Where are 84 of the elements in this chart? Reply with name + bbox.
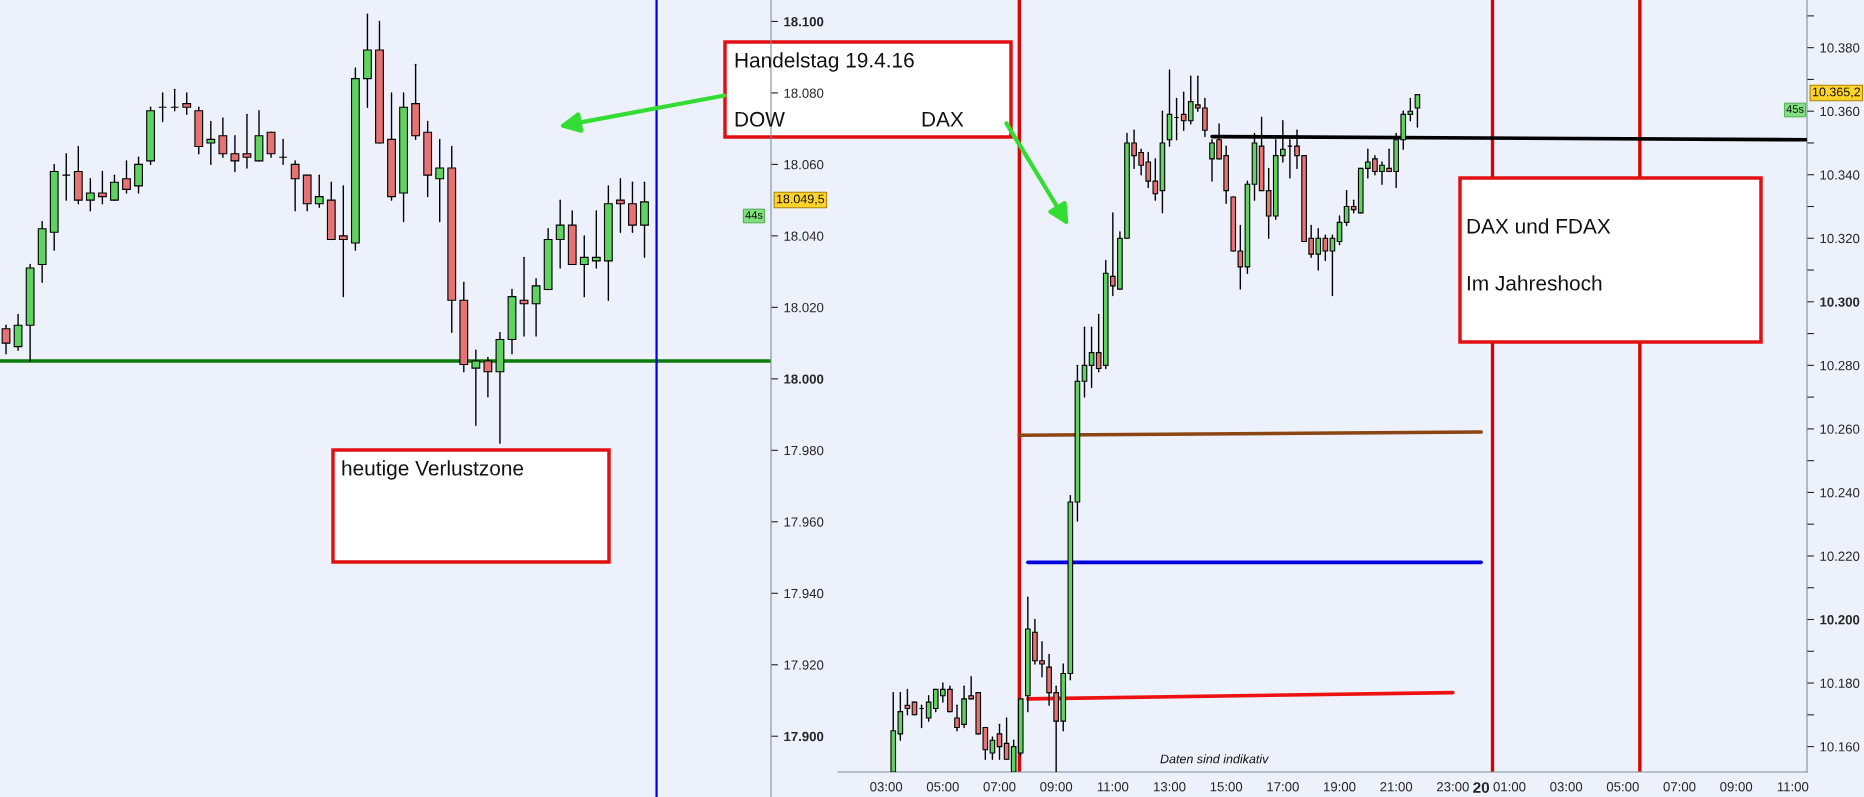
y-tick-label: 17.940 bbox=[784, 588, 824, 599]
candlestick bbox=[230, 135, 240, 173]
y-tick-label: 18.000 bbox=[784, 374, 824, 384]
x-tick-label: 09:00 bbox=[1720, 782, 1753, 792]
candlestick bbox=[435, 138, 445, 223]
candlestick bbox=[218, 117, 228, 158]
y-tick-label: 17.980 bbox=[784, 445, 824, 456]
candlestick bbox=[628, 181, 637, 234]
x-tick-label: 07:00 bbox=[983, 782, 1016, 792]
y-tick-label: 18.020 bbox=[784, 302, 824, 313]
y-tick-label: 18.080 bbox=[784, 88, 824, 98]
y-tick-label: 10.300 bbox=[1820, 297, 1860, 307]
text: 18.049,5 bbox=[776, 194, 825, 205]
candlestick bbox=[591, 210, 601, 269]
x-tick-label: 13:00 bbox=[1154, 782, 1186, 792]
x-tick-label: 03:00 bbox=[1550, 782, 1583, 792]
x-tick-label: 01:00 bbox=[1493, 782, 1526, 792]
candlestick bbox=[266, 131, 276, 158]
x-tick-label: 17:00 bbox=[1267, 782, 1299, 792]
y-tick-label: 18.040 bbox=[784, 231, 824, 241]
text: 10.365,2 bbox=[1812, 87, 1861, 98]
x-tick-label: 11:00 bbox=[1097, 782, 1129, 792]
x-tick-label: 21:00 bbox=[1380, 782, 1413, 792]
y-tick-label: 17.900 bbox=[784, 731, 824, 742]
annotation: DAX und FDAX bbox=[1467, 218, 1611, 234]
candlestick bbox=[1, 324, 11, 355]
y-tick-label: 10.340 bbox=[1820, 170, 1860, 180]
annotation: Im Jahreshoch bbox=[1467, 275, 1602, 291]
candlestick bbox=[290, 160, 300, 212]
candlestick bbox=[206, 120, 216, 166]
candlestick bbox=[1329, 234, 1336, 297]
x-tick-label: 11:00 bbox=[1777, 782, 1809, 792]
x-tick-label: 19:00 bbox=[1324, 782, 1356, 792]
annotation: Handelstag 19.4.16 bbox=[735, 52, 914, 72]
y-tick-label: 18.060 bbox=[784, 159, 824, 170]
candlestick bbox=[13, 313, 23, 351]
y-tick-label: 10.320 bbox=[1820, 233, 1860, 244]
annotation: heutige Verlustzone bbox=[342, 460, 524, 480]
x-tick-label: 23:00 bbox=[1436, 782, 1469, 792]
annotation: Daten sind indikativ bbox=[1160, 754, 1269, 764]
y-tick-label: 10.240 bbox=[1820, 488, 1860, 498]
candlestick bbox=[314, 174, 324, 208]
y-tick-label: 10.160 bbox=[1820, 742, 1860, 752]
candlestick bbox=[242, 113, 252, 169]
y-tick-label: 17.920 bbox=[784, 660, 824, 670]
candlestick bbox=[122, 160, 131, 194]
candlestick bbox=[471, 349, 481, 426]
x-tick-label: 09:00 bbox=[1040, 782, 1073, 792]
x-tick-label: 05:00 bbox=[1606, 782, 1639, 792]
y-tick-label: 10.360 bbox=[1820, 106, 1860, 117]
annotation: 44s bbox=[745, 211, 763, 219]
candlestick bbox=[555, 199, 565, 269]
y-tick-label: 10.180 bbox=[1820, 678, 1860, 688]
annotation: DAX bbox=[922, 112, 964, 127]
annotation: 45s bbox=[1786, 105, 1804, 113]
y-tick-label: 10.260 bbox=[1820, 424, 1860, 434]
candlestick bbox=[134, 156, 143, 194]
x-tick-label: 07:00 bbox=[1663, 782, 1696, 792]
y-tick-label: 10.200 bbox=[1820, 615, 1860, 625]
y-tick-label: 10.380 bbox=[1820, 43, 1860, 53]
candlestick bbox=[519, 256, 529, 337]
x-tick-label: 05:00 bbox=[926, 782, 959, 792]
y-tick-label: 10.280 bbox=[1820, 360, 1860, 371]
y-tick-label: 17.960 bbox=[784, 517, 824, 527]
x-tick-label: 15:00 bbox=[1210, 782, 1243, 792]
annotation: DOW bbox=[735, 111, 785, 127]
candlestick bbox=[483, 356, 493, 398]
candlestick bbox=[85, 178, 95, 212]
y-tick-label: 10.220 bbox=[1820, 551, 1860, 561]
candlestick bbox=[61, 152, 71, 201]
candlestick bbox=[338, 185, 348, 298]
candlestick bbox=[1414, 93, 1421, 128]
candlestick bbox=[579, 235, 589, 298]
candlestick bbox=[531, 278, 541, 337]
candlestick bbox=[97, 170, 107, 205]
x-tick-label: 20 bbox=[1473, 782, 1490, 793]
candlestick bbox=[616, 178, 625, 234]
candlestick bbox=[182, 92, 192, 116]
candlestick bbox=[110, 174, 119, 201]
candlestick bbox=[989, 736, 996, 760]
candlestick bbox=[996, 723, 1003, 760]
x-tick-label: 03:00 bbox=[870, 782, 903, 792]
y-tick-label: 18.100 bbox=[784, 17, 824, 27]
candlestick bbox=[640, 181, 649, 259]
